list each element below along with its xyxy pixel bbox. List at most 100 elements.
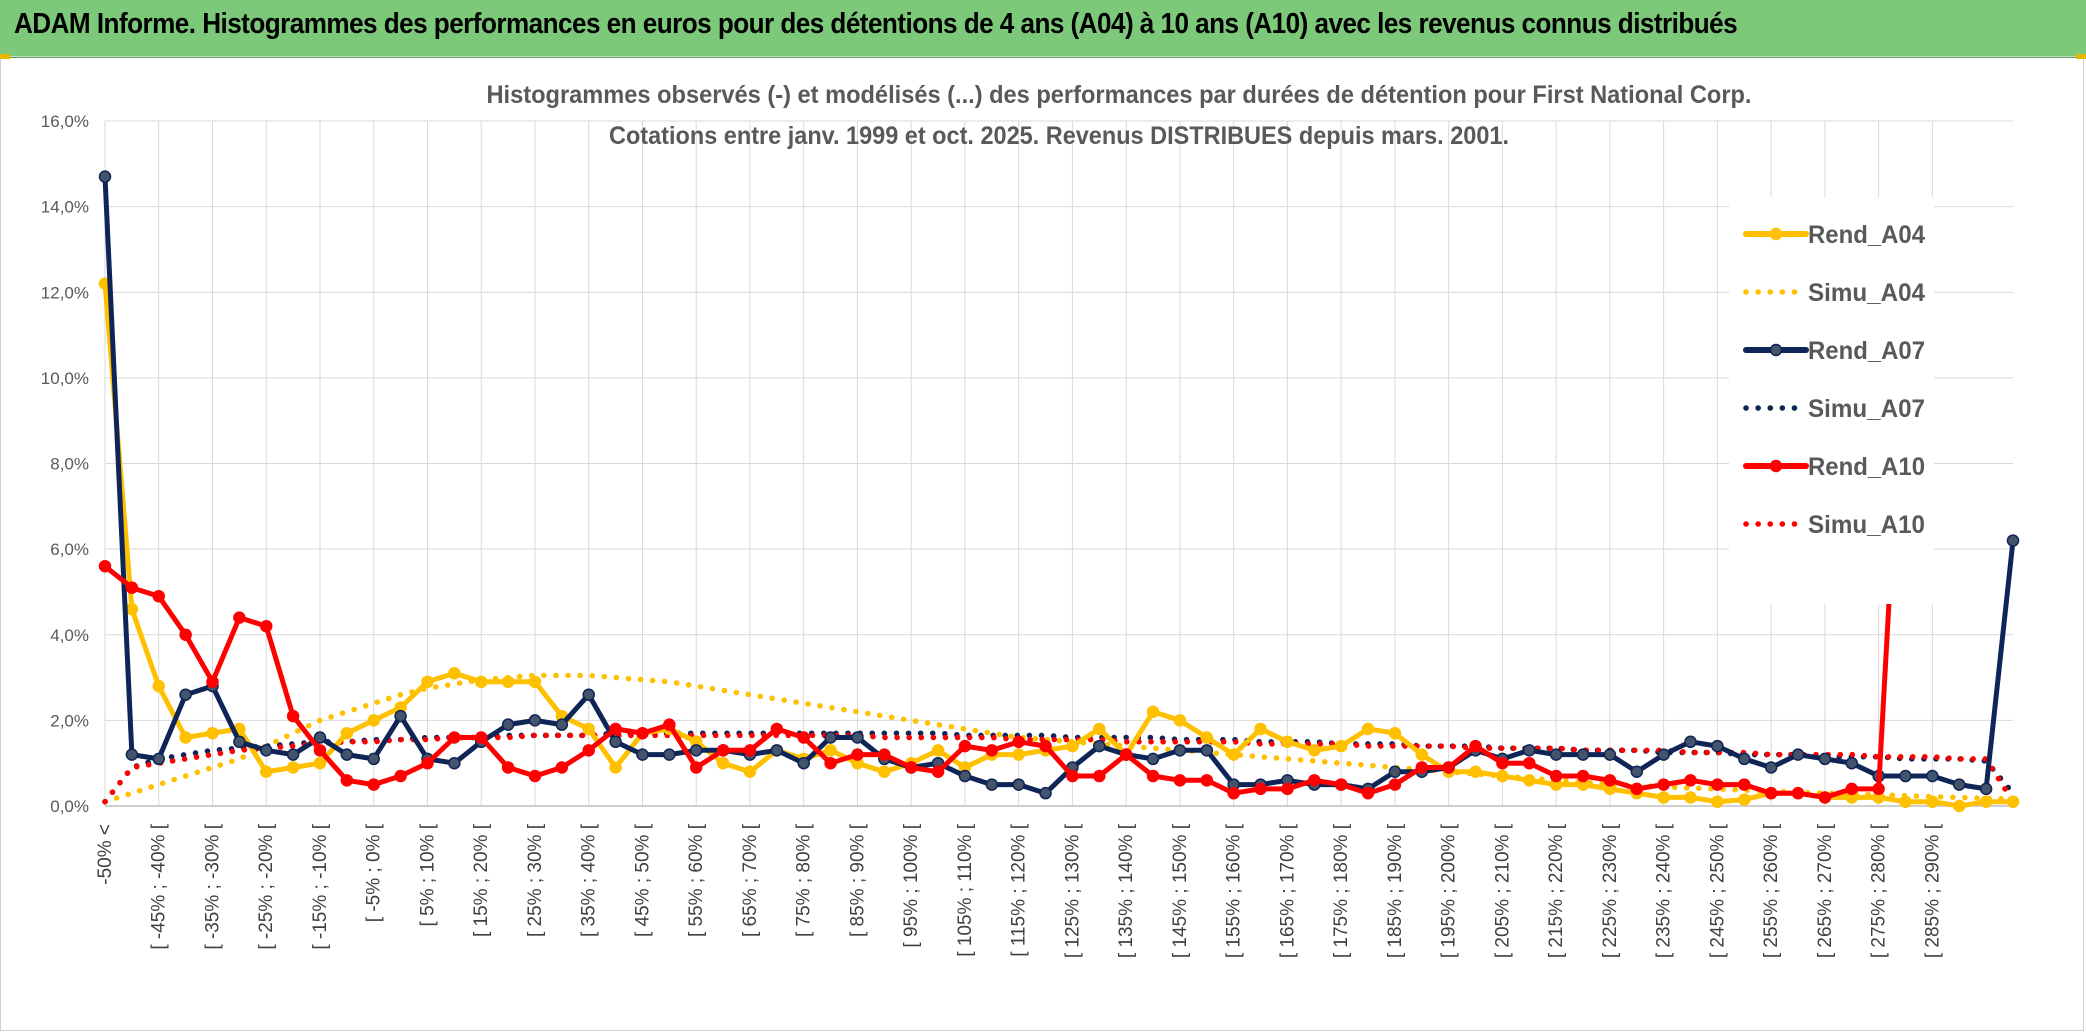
data-point-Rend_A07 [152,752,165,766]
chart-title: Histogrammes observés (-) et modélisés (… [487,81,1752,109]
x-tick-label: [ 15% ; 20% [ [471,823,492,937]
data-point-Rend_A07 [1576,748,1590,761]
legend-label: Simu_A04 [1808,279,1925,307]
x-tick-label: [ 65% ; 70% [ [740,823,761,937]
data-point-Rend_A07 [1388,765,1402,778]
data-point-Rend_A10 [1093,769,1106,783]
data-point-Rend_A04 [1173,714,1187,727]
data-point-Rend_A04 [824,744,837,757]
data-point-Rend_A10 [474,731,488,744]
data-point-Rend_A10 [797,731,810,744]
data-point-Rend_A04 [1415,748,1429,761]
y-tick-label: 8,0% [50,455,89,474]
data-point-Rend_A04 [259,765,273,778]
data-point-Rend_A07 [1684,735,1697,749]
data-point-Rend_A07 [1791,748,1805,761]
data-point-Rend_A04 [501,675,515,689]
data-point-Rend_A04 [1281,735,1294,749]
data-point-Rend_A10 [233,611,246,624]
x-tick-label: [ 275% ; 280% [ [1869,823,1890,958]
data-point-Rend_A07 [1953,778,1966,791]
x-tick-label: [ 55% ; 60% [ [686,823,707,937]
x-tick-label: [ 85% ; 90% [ [847,823,868,937]
data-point-Rend_A04 [1146,705,1160,719]
data-point-Rend_A07 [259,744,273,757]
series-line-Simu_A07 [102,730,2016,805]
data-point-Rend_A10 [985,744,999,757]
data-point-Rend_A10 [824,756,837,770]
x-tick-label: [ 195% ; 200% [ [1439,823,1460,958]
data-point-Rend_A04 [1334,739,1348,753]
x-tick-label: [ 175% ; 180% [ [1331,823,1352,958]
data-point-Rend_A10 [1227,786,1240,800]
data-point-Rend_A07 [367,752,380,766]
data-point-Rend_A07 [663,748,676,761]
x-tick-label: [ 185% ; 190% [ [1385,823,1406,958]
data-point-Rend_A10 [609,722,622,736]
data-point-Rend_A04 [474,675,488,689]
data-point-Rend_A10 [1442,761,1455,774]
data-point-Rend_A07 [1630,765,1644,778]
data-point-Rend_A07 [1039,786,1052,800]
data-point-Rend_A10 [1603,774,1617,787]
data-point-Rend_A04 [609,761,622,774]
x-tick-label: [ 265% ; 270% [ [1815,823,1836,958]
x-tick-label: [ 245% ; 250% [ [1707,823,1728,958]
data-point-Rend_A10 [743,744,757,757]
data-point-Rend_A10 [1791,786,1805,800]
data-point-Rend_A10 [555,761,569,774]
data-point-Rend_A10 [313,744,327,757]
data-point-Rend_A10 [582,744,595,757]
legend-marker [1769,343,1783,357]
data-point-Rend_A04 [1254,722,1267,736]
report-title: ADAM Informe. Histogrammes des performan… [14,8,1738,40]
data-point-Rend_A10 [1738,778,1751,791]
data-point-Rend_A07 [1012,778,1025,791]
data-point-Rend_A04 [206,726,219,740]
data-point-Rend_A04 [1496,769,1509,783]
corner-mark [0,54,10,59]
series-line-Simu_A10 [102,732,2016,805]
data-point-Rend_A04 [1979,795,1993,808]
data-point-Rend_A07 [609,735,622,749]
x-axis: -50% < [ -45% ; -40% [[ -35% ; -30% [[ -2… [95,823,1943,958]
data-point-Rend_A04 [313,756,327,770]
data-point-Rend_A10 [1308,774,1321,787]
data-point-Rend_A07 [689,744,703,757]
data-point-Rend_A07 [1738,752,1751,766]
data-point-Rend_A04 [1066,739,1079,753]
data-point-Rend_A10 [394,769,407,783]
data-point-Rend_A04 [716,756,730,770]
data-point-Rend_A10 [1119,748,1133,761]
chart-subtitle: Cotations entre janv. 1999 et oct. 2025.… [609,122,1509,150]
y-tick-label: 2,0% [50,711,89,730]
data-point-Rend_A07 [313,731,327,744]
data-point-Rend_A07 [1845,756,1859,770]
data-point-Rend_A07 [448,756,461,770]
data-point-Rend_A04 [125,602,139,616]
data-point-Rend_A10 [1200,774,1214,787]
data-point-Rend_A10 [770,722,784,736]
data-point-Rend_A10 [1684,774,1697,787]
data-point-Rend_A07 [98,170,112,183]
legend-label: Rend_A07 [1808,337,1925,365]
data-point-Rend_A07 [1173,744,1187,757]
data-point-Rend_A07 [340,748,354,761]
data-point-Rend_A07 [1523,744,1536,757]
data-point-Rend_A10 [1630,782,1644,796]
data-point-Rend_A07 [1657,748,1670,761]
data-point-Rend_A10 [958,739,972,753]
data-point-Rend_A10 [663,718,676,731]
data-point-Rend_A10 [931,765,945,778]
data-point-Rend_A07 [1200,744,1214,757]
data-point-Rend_A07 [179,688,192,701]
report-banner: ADAM Informe. Histogrammes des performan… [0,0,2086,58]
data-point-Rend_A10 [1254,782,1267,796]
data-point-Rend_A10 [1361,786,1375,800]
data-point-Rend_A10 [904,761,918,774]
x-tick-label: [ -5% ; 0% [ [364,823,385,922]
legend-marker [1769,459,1783,473]
legend-box [1729,197,1934,604]
data-point-Rend_A04 [878,765,891,778]
data-point-Rend_A10 [689,761,703,774]
